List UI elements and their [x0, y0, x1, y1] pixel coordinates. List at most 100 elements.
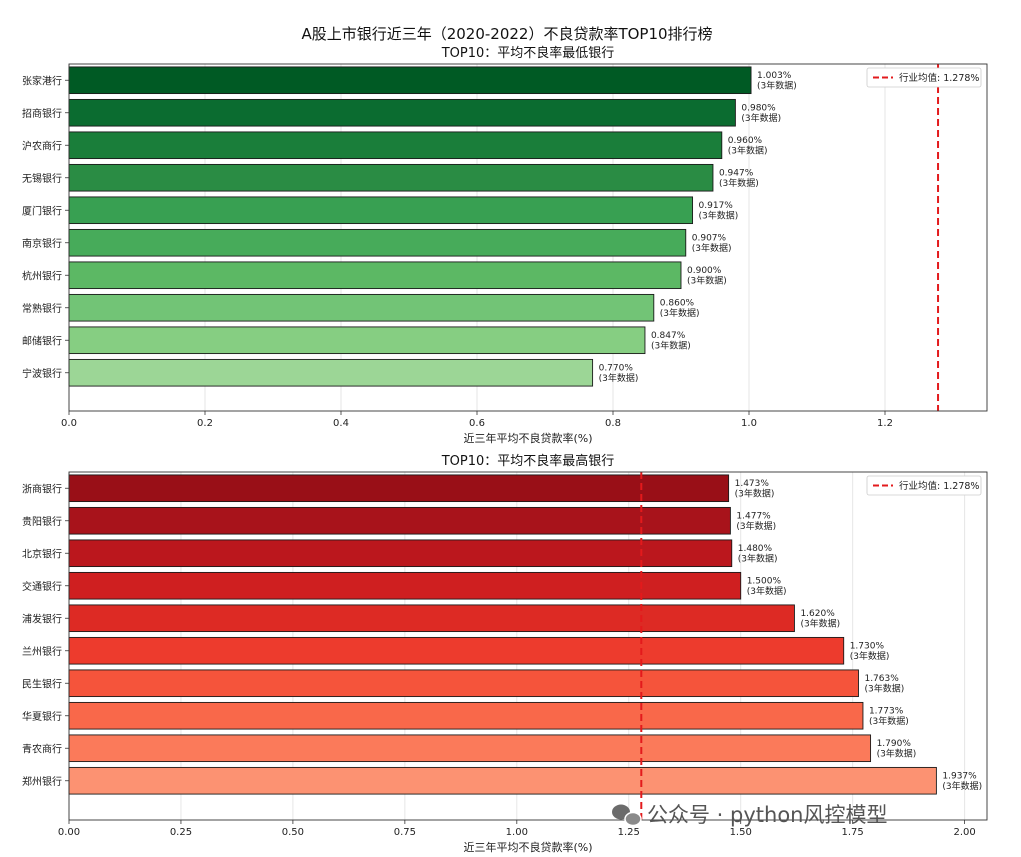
value-sublabel: (3年数据): [719, 177, 759, 189]
y-tick-label: 华夏银行: [22, 710, 62, 723]
y-tick-label: 兰州银行: [22, 645, 62, 658]
value-label: 1.003%: [757, 71, 792, 81]
value-sublabel: (3年数据): [864, 682, 904, 694]
y-tick-label: 招商银行: [22, 107, 62, 120]
value-label: 0.847%: [651, 331, 686, 341]
bar: [68, 571, 742, 600]
bar: [68, 474, 730, 503]
y-tick-label: 交通银行: [22, 580, 62, 593]
y-tick-label: 邮储银行: [22, 334, 62, 347]
axes-frame: [68, 471, 988, 821]
watermark: 公众号 · python风控模型: [612, 803, 887, 827]
value-sublabel: (3年数据): [747, 585, 787, 597]
x-tick-label: 0.25: [170, 827, 192, 838]
value-label: 0.907%: [692, 233, 727, 243]
legend: 行业均值: 1.278%: [866, 475, 982, 496]
y-tick-label: 浦发银行: [22, 612, 62, 625]
legend-box: [866, 475, 982, 496]
bar: [68, 228, 687, 257]
bar: [68, 261, 682, 290]
y-tick-label: 沪农商行: [22, 139, 62, 152]
bar: [68, 506, 731, 535]
chart-lowest-npl: TOP10：平均不良率最低银行 0.0 0.2 0.4 0.6 0.8 1.0 1.2 张家港行…: [22, 45, 988, 445]
bar: [68, 163, 714, 192]
value-label: 1.730%: [850, 641, 885, 651]
bar: [68, 636, 845, 665]
value-sublabel: (3年数据): [735, 487, 775, 499]
bar: [68, 539, 733, 568]
value-label: 0.770%: [599, 363, 634, 373]
y-tick-label: 常熟银行: [22, 302, 62, 315]
legend-label: 行业均值: 1.278%: [899, 72, 979, 84]
x-tick-label: 0.2: [197, 418, 213, 429]
value-sublabel: (3年数据): [738, 552, 778, 564]
chart-title: TOP10：平均不良率最高银行: [441, 453, 615, 469]
value-sublabel: (3年数据): [942, 780, 982, 792]
value-sublabel: (3年数据): [850, 650, 890, 662]
value-sublabel: (3年数据): [692, 242, 732, 254]
value-sublabel: (3年数据): [651, 339, 691, 351]
x-tick-label: 1.0: [741, 418, 757, 429]
x-tick-label: 0.6: [469, 418, 485, 429]
bar: [68, 358, 594, 387]
value-sublabel: (3年数据): [699, 209, 739, 221]
bar: [68, 98, 736, 127]
x-tick-label: 1.2: [877, 418, 893, 429]
bar: [68, 131, 723, 160]
x-tick-label: 0.75: [394, 827, 416, 838]
value-sublabel: (3年数据): [877, 747, 917, 759]
y-tick-label: 张家港行: [22, 74, 62, 87]
value-sublabel: (3年数据): [800, 617, 840, 629]
value-sublabel: (3年数据): [687, 274, 727, 286]
chart-highest-npl: TOP10：平均不良率最高银行 0.00 0.25 0.50 0.75 1.00 1.25 1…: [22, 453, 988, 854]
axes-frame: [68, 63, 988, 412]
value-label: 1.473%: [735, 479, 770, 489]
value-label: 0.900%: [687, 266, 722, 276]
x-axis-label: 近三年平均不良贷款率(%): [463, 840, 592, 854]
value-label: 1.500%: [747, 576, 782, 586]
value-sublabel: (3年数据): [869, 715, 909, 727]
bar: [68, 604, 795, 633]
x-tick-label: 2.00: [953, 827, 975, 838]
value-label: 0.980%: [741, 103, 776, 113]
x-tick-label: 1.75: [842, 827, 864, 838]
y-tick-label: 厦门银行: [22, 204, 62, 217]
legend: 行业均值: 1.278%: [866, 67, 982, 88]
x-tick-label: 0.00: [58, 827, 80, 838]
value-sublabel: (3年数据): [599, 372, 639, 384]
value-label: 0.860%: [660, 298, 695, 308]
value-sublabel: (3年数据): [728, 144, 768, 156]
value-sublabel: (3年数据): [757, 79, 797, 91]
value-label: 1.773%: [869, 706, 904, 716]
y-tick-label: 北京银行: [22, 547, 62, 560]
figure-title: A股上市银行近三年（2020-2022）不良贷款率TOP10排行榜: [301, 25, 712, 43]
value-label: 1.790%: [877, 739, 912, 749]
value-label: 0.947%: [719, 168, 754, 178]
bar: [68, 701, 864, 730]
x-tick-label: 0.4: [333, 418, 349, 429]
value-label: 0.960%: [728, 136, 763, 146]
y-tick-label: 浙商银行: [22, 482, 62, 495]
value-sublabel: (3年数据): [660, 307, 700, 319]
x-tick-label: 0.0: [61, 418, 77, 429]
y-tick-label: 青农商行: [22, 742, 62, 755]
x-tick-label: 1.50: [730, 827, 752, 838]
bar: [68, 66, 752, 95]
x-axis-label: 近三年平均不良贷款率(%): [463, 431, 592, 445]
value-label: 1.477%: [736, 511, 771, 521]
value-label: 1.620%: [800, 609, 835, 619]
y-tick-label: 无锡银行: [22, 172, 62, 185]
bar: [68, 669, 859, 698]
bar: [68, 326, 646, 355]
value-sublabel: (3年数据): [736, 520, 776, 532]
legend-box: [866, 67, 982, 88]
y-tick-label: 南京银行: [22, 237, 62, 250]
bar: [68, 196, 694, 225]
value-label: 0.917%: [699, 201, 734, 211]
y-tick-label: 宁波银行: [22, 367, 62, 380]
watermark-text: 公众号 · python风控模型: [647, 803, 887, 827]
value-label: 1.763%: [864, 674, 899, 684]
x-tick-label: 1.00: [506, 827, 528, 838]
legend-label: 行业均值: 1.278%: [899, 480, 979, 492]
y-tick-label: 杭州银行: [22, 269, 62, 282]
